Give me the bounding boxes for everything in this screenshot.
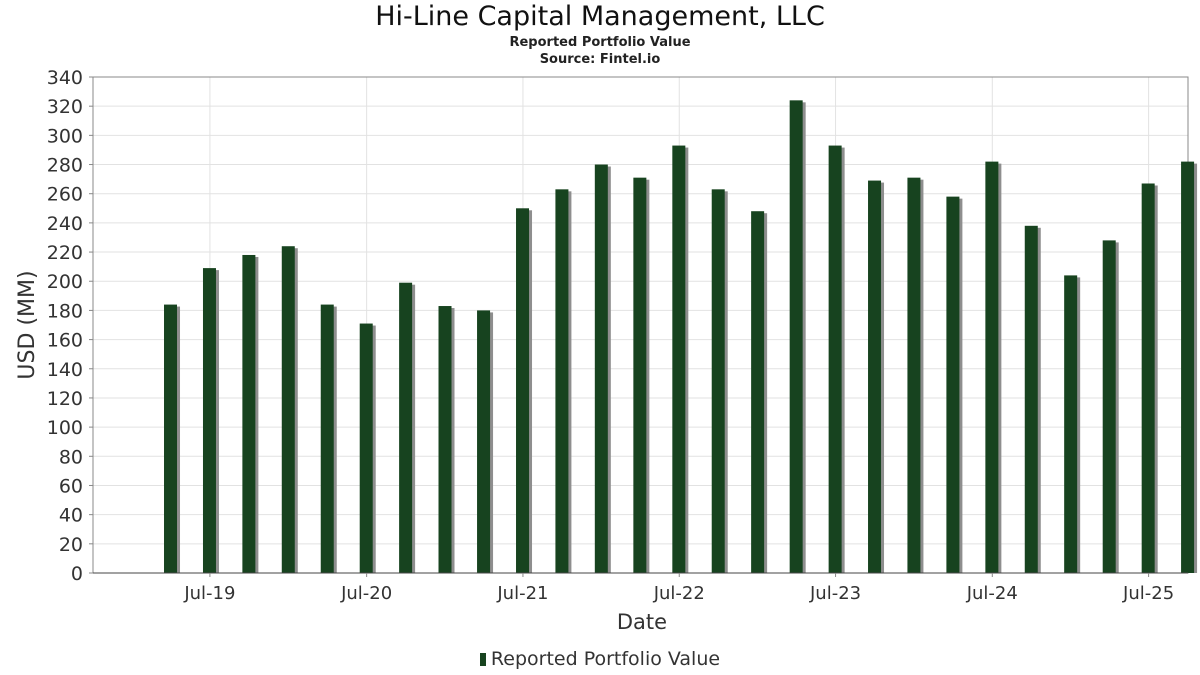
x-tick-label: Jul-20	[340, 583, 392, 604]
x-tick-label: Jul-21	[496, 583, 548, 604]
legend: Reported Portfolio Value	[0, 648, 1200, 670]
bar	[202, 268, 216, 573]
legend-swatch	[479, 653, 486, 666]
y-tick-label: 320	[47, 96, 83, 118]
y-tick-label: 240	[47, 213, 83, 235]
bar	[594, 164, 608, 573]
bars-group	[164, 100, 1198, 574]
y-tick-label: 300	[47, 125, 83, 147]
bar	[555, 189, 569, 573]
bar	[828, 145, 842, 574]
y-tick-label: 340	[47, 67, 83, 89]
x-tick-label: Jul-25	[1122, 583, 1174, 604]
x-tick-label: Jul-22	[653, 583, 705, 604]
x-tick-label: Jul-23	[809, 583, 861, 604]
bar	[751, 211, 765, 573]
bar	[633, 177, 647, 574]
y-tick-label: 180	[47, 300, 83, 322]
bar	[242, 254, 256, 573]
bar	[1102, 240, 1116, 573]
chart-title: Hi-Line Capital Management, LLC	[375, 1, 825, 32]
bar	[1024, 225, 1038, 574]
y-tick-label: 0	[71, 563, 83, 585]
x-tick-labels: Jul-19 Jul-20 Jul-21 Jul-22 Jul-23 Jul-24 Jul-…	[183, 573, 1174, 604]
bar	[789, 100, 803, 573]
y-tick-label: 160	[47, 330, 83, 352]
bar	[399, 282, 413, 573]
y-tick-label: 80	[59, 446, 83, 468]
bar	[985, 161, 999, 574]
y-tick-label: 100	[47, 417, 83, 439]
y-tick-label: 140	[47, 359, 83, 381]
bar	[907, 177, 921, 574]
y-tick-label: 20	[59, 534, 83, 556]
bar	[281, 246, 295, 574]
bar	[516, 208, 530, 573]
y-tick-label: 40	[59, 505, 83, 527]
bar	[672, 145, 686, 574]
bar	[1064, 275, 1078, 573]
bar	[438, 306, 452, 573]
bar	[946, 196, 960, 573]
y-axis-label: USD (MM)	[15, 270, 40, 379]
y-tick-label: 200	[47, 271, 83, 293]
bar	[1141, 183, 1155, 573]
x-axis-label: Date	[617, 610, 667, 634]
bar	[477, 310, 491, 573]
y-tick-labels: 0 20 40 60 80 100 120 140 160 180 200 220 240 260 280 3…	[47, 67, 93, 585]
y-tick-label: 260	[47, 184, 83, 206]
x-tick-label: Jul-19	[183, 583, 235, 604]
bar	[320, 304, 334, 573]
y-tick-label: 280	[47, 155, 83, 177]
y-tick-label: 220	[47, 242, 83, 264]
bar	[868, 180, 882, 573]
y-tick-label: 120	[47, 388, 83, 410]
y-tick-label: 60	[59, 475, 83, 497]
legend-label: Reported Portfolio Value	[490, 648, 721, 670]
chart-source: Source: Fintel.io	[539, 52, 661, 67]
bar	[359, 323, 373, 573]
bar	[1181, 161, 1195, 574]
x-tick-label: Jul-24	[966, 583, 1018, 604]
bar	[711, 189, 725, 573]
chart-subtitle: Reported Portfolio Value	[509, 35, 691, 50]
bar	[164, 304, 178, 573]
